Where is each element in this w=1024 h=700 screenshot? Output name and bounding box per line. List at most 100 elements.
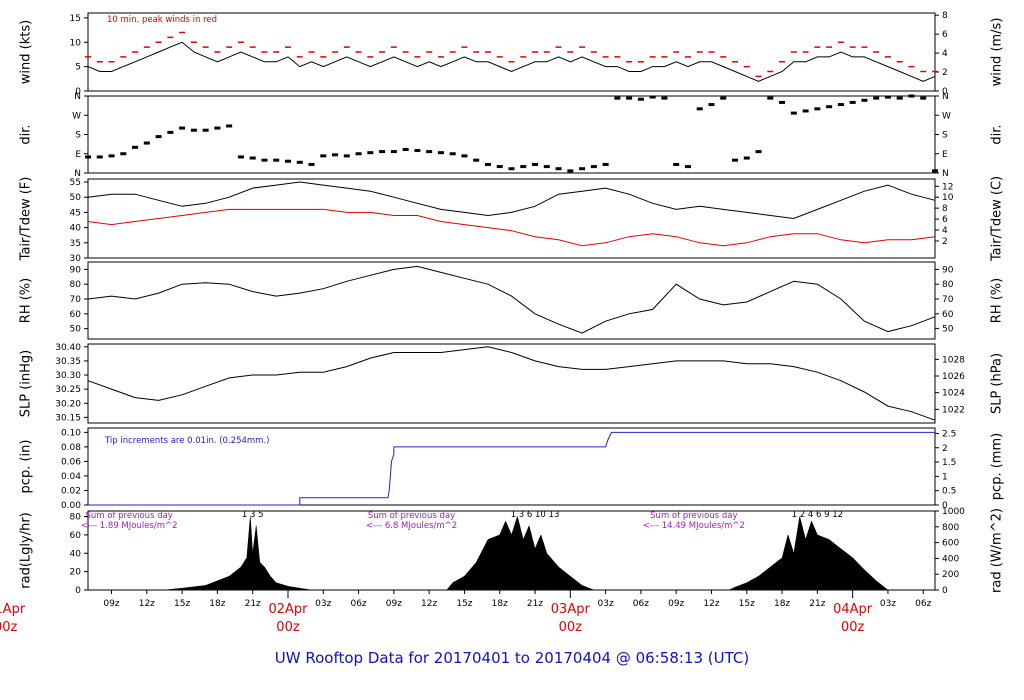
x-tick-label: 18z (209, 599, 225, 609)
direction-yticklabel-left: N (74, 169, 81, 179)
direction-point (614, 96, 621, 100)
x-tick-label: 21z (527, 599, 543, 609)
x-tick-label: 03z (315, 599, 331, 609)
direction-point (449, 152, 456, 156)
pressure-ylabel-left: SLP (inHg) (19, 350, 34, 418)
date-label: 02Apr (268, 602, 308, 617)
x-tick-label: 06z (633, 599, 649, 609)
temperature-yticklabel-left: 55 (70, 178, 81, 188)
radiation-yticklabel-right: 0 (942, 586, 948, 596)
humidity-yticklabel-right: 60 (942, 310, 954, 320)
date-label-hour: 00z (0, 620, 18, 635)
direction-yticklabel-left: E (75, 150, 81, 160)
direction-ylabel-right: dir. (990, 124, 1005, 144)
date-label: 04Apr (833, 602, 873, 617)
direction-point (849, 100, 856, 104)
humidity-line-rh (87, 265, 936, 334)
wind-ylabel-left: wind (kts) (19, 20, 34, 84)
precipitation-line-pcp (88, 431, 935, 506)
direction-point (496, 165, 503, 169)
date-label-hour: 00z (276, 620, 300, 635)
direction-point (555, 167, 562, 171)
direction-point (896, 96, 903, 100)
humidity-yticklabel-left: 70 (70, 295, 82, 305)
x-tick-label: 12z (421, 599, 437, 609)
wind-yticklabel-right: 6 (942, 30, 948, 40)
temperature-line-tdew (87, 208, 936, 247)
direction-point (120, 152, 127, 156)
radiation-sum-label: Sum of previous day (86, 511, 173, 521)
direction-point (579, 167, 586, 171)
direction-point (837, 103, 844, 107)
pressure-yticklabel-left: 30.35 (55, 357, 81, 367)
precipitation-yticklabel-left: 0.08 (61, 443, 81, 453)
direction-point (861, 98, 868, 102)
temperature-yticklabel-right: 6 (942, 215, 948, 225)
temperature-line-tair (87, 181, 936, 220)
x-tick-label: 09z (386, 599, 402, 609)
radiation-yticklabel-left: 80 (70, 513, 82, 523)
direction-point (214, 126, 221, 130)
radiation-sum-value: <--- 6.8 MJoules/m^2 (366, 521, 457, 531)
humidity-yticklabel-right: 90 (942, 265, 954, 275)
precipitation-ylabel-right: pcp. (mm) (990, 433, 1005, 500)
precipitation-yticklabel-right: 2 (942, 444, 948, 454)
pressure-yticklabel-left: 30.40 (55, 343, 81, 353)
direction-point (132, 145, 139, 149)
radiation-hour-markers: 1 3 6 10 13 (511, 510, 560, 520)
direction-yticklabel-left: N (74, 92, 81, 102)
direction-point (390, 150, 397, 154)
radiation-ylabel-right: rad (W/m^2) (990, 508, 1005, 593)
temperature-yticklabel-right: 8 (942, 204, 948, 214)
direction-point (108, 154, 115, 158)
direction-point (626, 96, 633, 100)
x-tick-label: 12z (139, 599, 155, 609)
direction-yticklabel-left: W (72, 111, 81, 121)
radiation-yticklabel-left: 60 (70, 531, 82, 541)
direction-point (696, 107, 703, 111)
pressure-yticklabel-left: 30.20 (55, 399, 81, 409)
radiation-area-day1 (164, 516, 312, 591)
main-title: UW Rooftop Data for 20170401 to 20170404… (274, 649, 750, 667)
direction-point (332, 153, 339, 157)
direction-point (684, 165, 691, 169)
direction-point (261, 158, 268, 162)
temperature-yticklabel-left: 40 (70, 224, 82, 234)
temperature-ylabel-left: Tair/Tdew (F) (19, 177, 34, 262)
direction-yticklabel-left: S (75, 131, 81, 141)
precipitation-yticklabel-left: 0.02 (61, 486, 81, 496)
wind-annotation: 10 min. peak winds in red (107, 15, 217, 25)
temperature-frame (87, 178, 936, 259)
direction-point (826, 105, 833, 109)
radiation-yticklabel-right: 1000 (942, 507, 965, 517)
date-label: 01Apr (0, 602, 26, 617)
direction-point (779, 100, 786, 104)
x-tick-label: 15z (456, 599, 472, 609)
direction-point (379, 150, 386, 154)
direction-point (708, 103, 715, 107)
direction-point (85, 155, 91, 159)
direction-point (437, 151, 444, 155)
direction-point (296, 160, 303, 164)
x-tick-label: 12z (703, 599, 719, 609)
precipitation-yticklabel-left: 0.06 (61, 457, 81, 467)
temperature-yticklabel-left: 50 (70, 193, 82, 203)
humidity-yticklabel-left: 60 (70, 310, 82, 320)
direction-yticklabel-right: W (942, 111, 951, 121)
radiation-sum-value: <--- 1.89 MJoules/m^2 (81, 521, 178, 531)
humidity-yticklabel-right: 70 (942, 295, 954, 305)
pressure-yticklabel-left: 30.15 (55, 413, 81, 423)
radiation-ylabel-left: rad(Lgly/hr) (19, 512, 34, 588)
radiation-yticklabel-left: 20 (70, 568, 82, 578)
direction-point (743, 156, 750, 160)
x-tick-label: 03z (598, 599, 614, 609)
temperature-yticklabel-right: 2 (942, 237, 948, 247)
date-label-hour: 00z (559, 620, 583, 635)
direction-point (426, 150, 433, 154)
x-tick-label: 06z (915, 599, 931, 609)
pressure-yticklabel-left: 30.25 (55, 385, 81, 395)
precipitation-yticklabel-left: 0.04 (61, 472, 81, 482)
direction-point (732, 158, 739, 162)
humidity-yticklabel-left: 80 (70, 280, 82, 290)
x-tick-label: 09z (668, 599, 684, 609)
